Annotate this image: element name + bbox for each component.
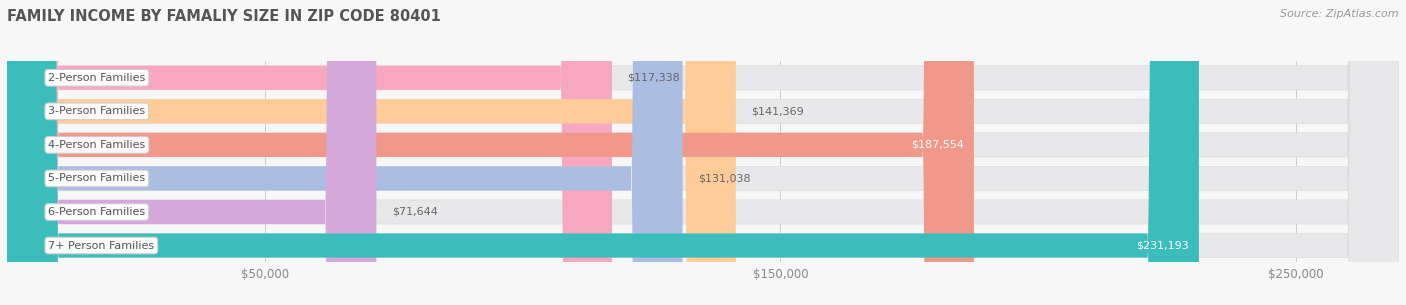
Text: $141,369: $141,369 — [751, 106, 804, 116]
Text: $117,338: $117,338 — [627, 73, 681, 83]
Text: $131,038: $131,038 — [697, 174, 751, 183]
Text: $71,644: $71,644 — [392, 207, 437, 217]
Text: 5-Person Families: 5-Person Families — [48, 174, 145, 183]
Text: 7+ Person Families: 7+ Person Families — [48, 241, 155, 250]
FancyBboxPatch shape — [7, 0, 1399, 305]
FancyBboxPatch shape — [7, 0, 1399, 305]
FancyBboxPatch shape — [7, 0, 682, 305]
FancyBboxPatch shape — [7, 0, 612, 305]
Text: $231,193: $231,193 — [1136, 241, 1188, 250]
FancyBboxPatch shape — [7, 0, 1399, 305]
FancyBboxPatch shape — [7, 0, 1199, 305]
FancyBboxPatch shape — [7, 0, 377, 305]
Text: 3-Person Families: 3-Person Families — [48, 106, 145, 116]
FancyBboxPatch shape — [7, 0, 1399, 305]
Text: Source: ZipAtlas.com: Source: ZipAtlas.com — [1281, 9, 1399, 19]
Text: FAMILY INCOME BY FAMALIY SIZE IN ZIP CODE 80401: FAMILY INCOME BY FAMALIY SIZE IN ZIP COD… — [7, 9, 441, 24]
FancyBboxPatch shape — [7, 0, 974, 305]
Text: $187,554: $187,554 — [911, 140, 963, 150]
FancyBboxPatch shape — [7, 0, 1399, 305]
Text: 4-Person Families: 4-Person Families — [48, 140, 146, 150]
Text: 6-Person Families: 6-Person Families — [48, 207, 145, 217]
FancyBboxPatch shape — [7, 0, 735, 305]
FancyBboxPatch shape — [7, 0, 1399, 305]
Text: 2-Person Families: 2-Person Families — [48, 73, 146, 83]
